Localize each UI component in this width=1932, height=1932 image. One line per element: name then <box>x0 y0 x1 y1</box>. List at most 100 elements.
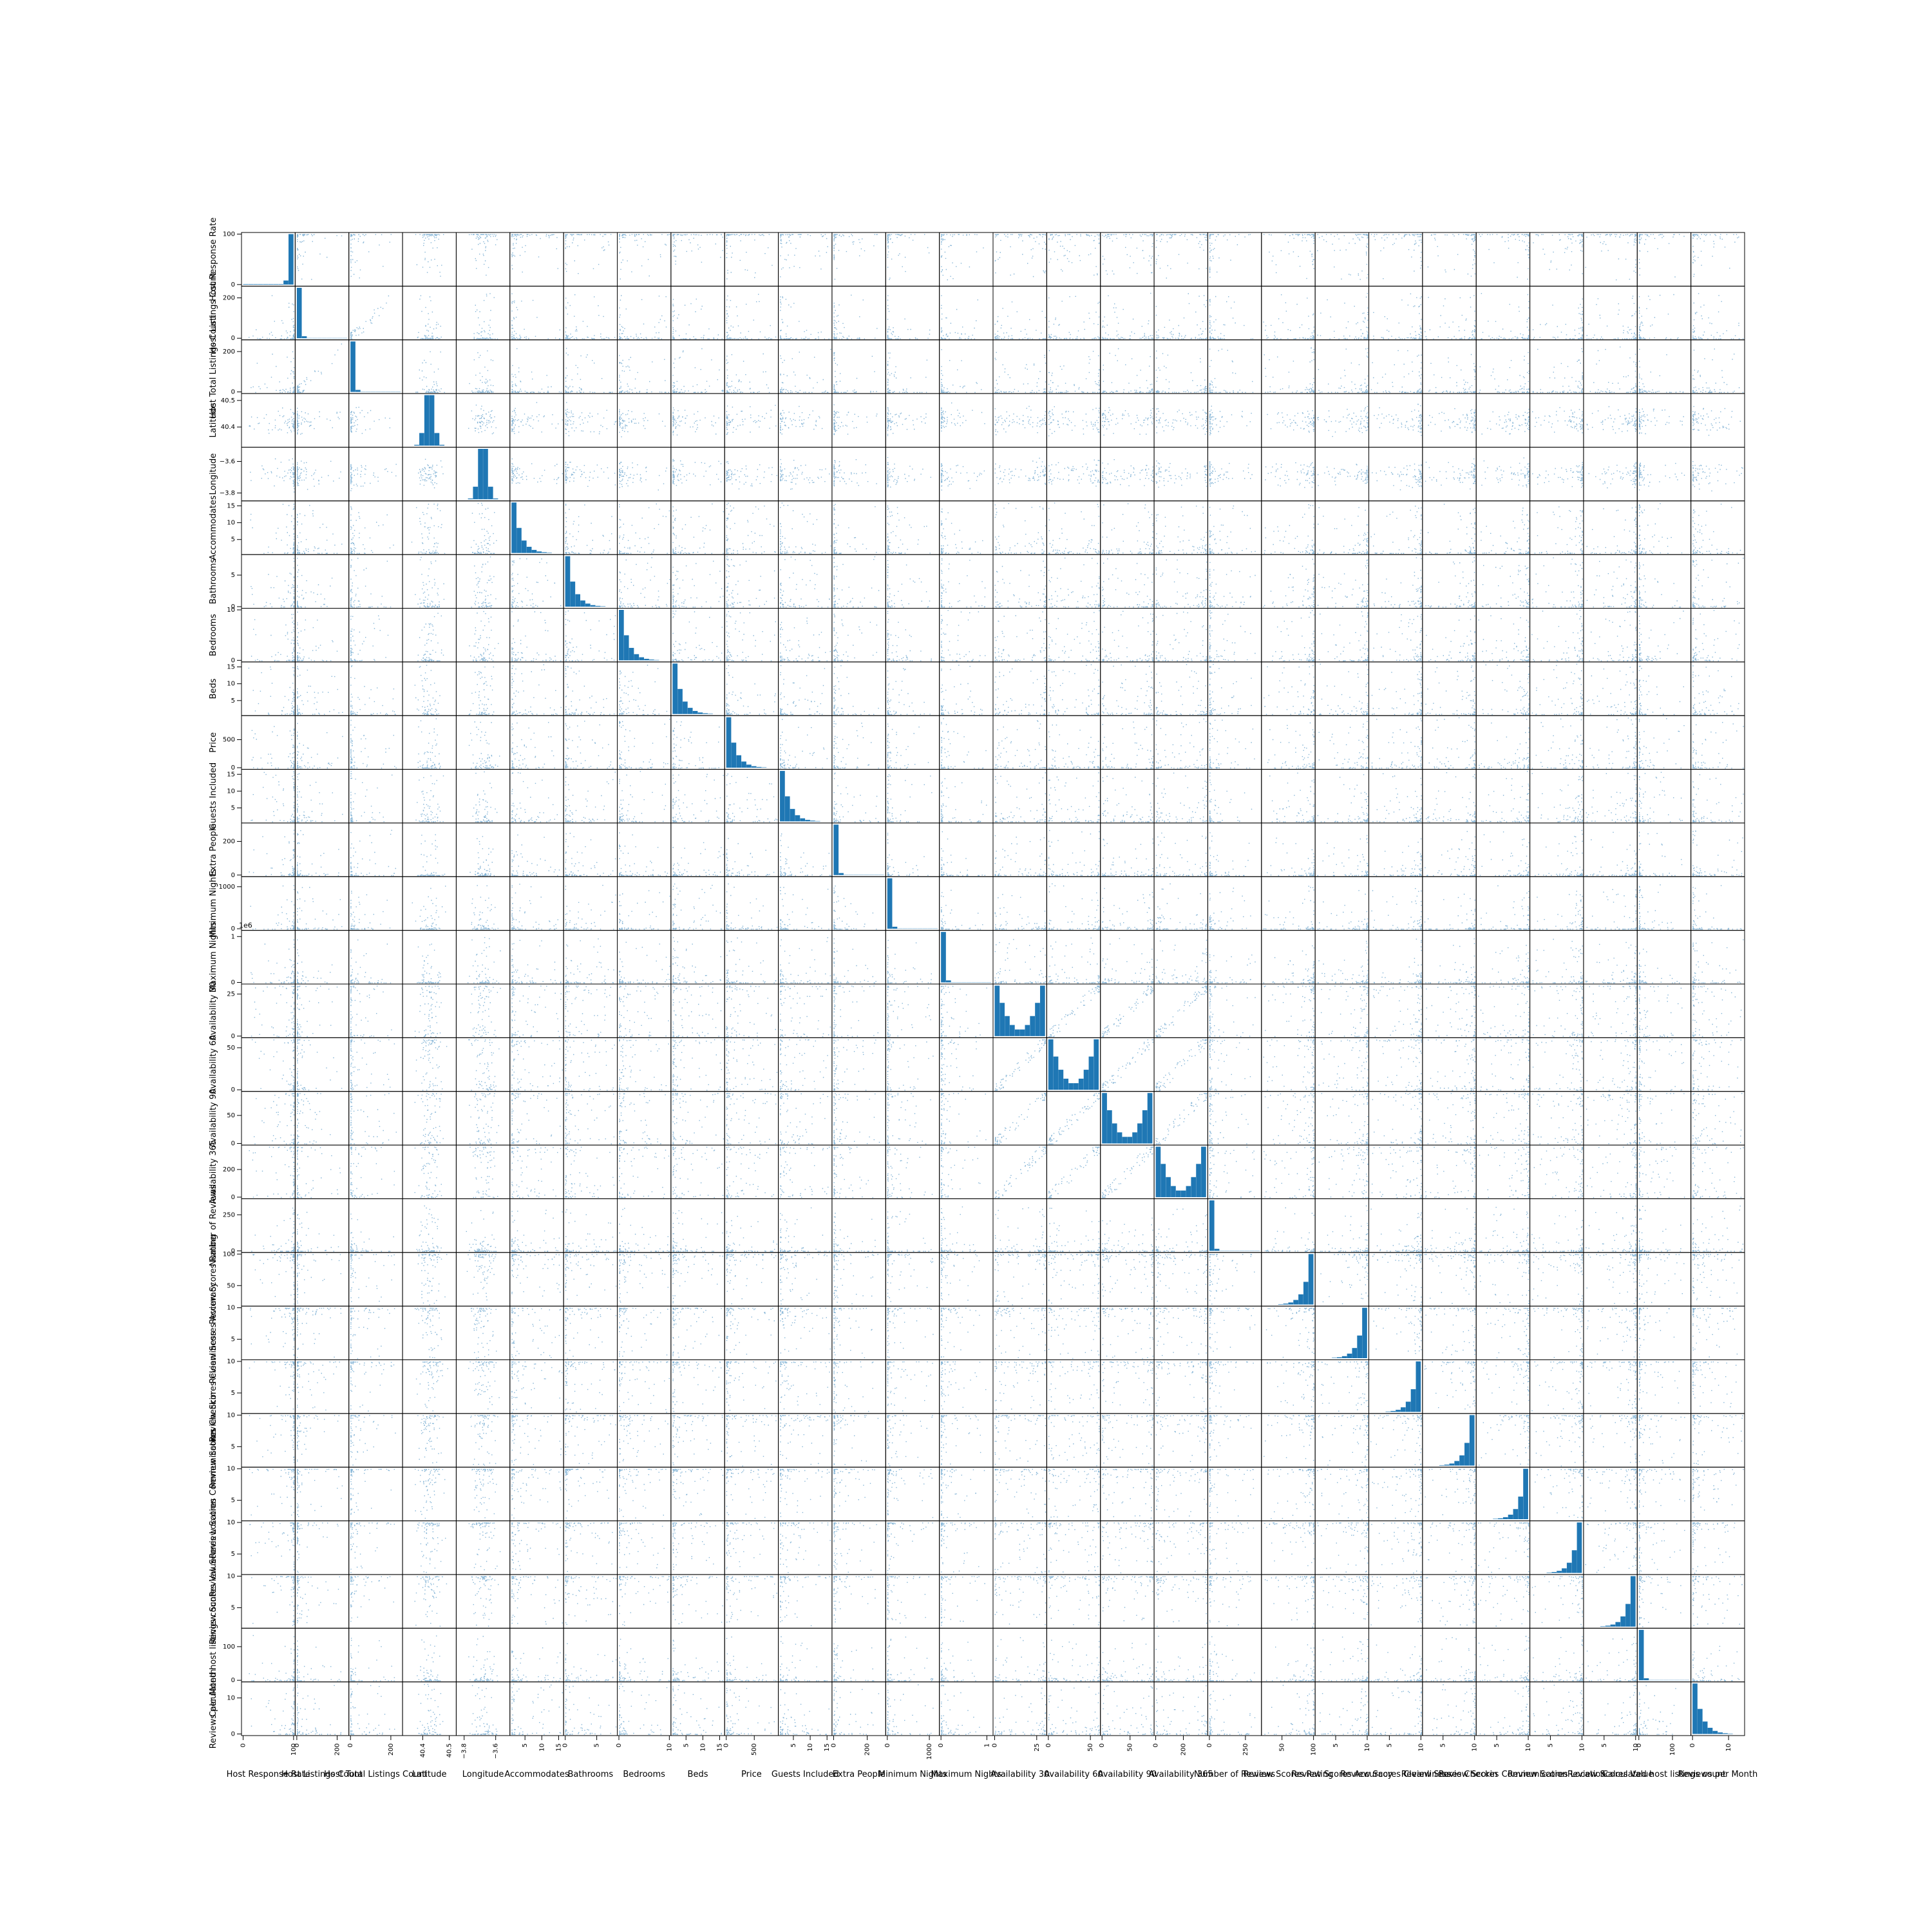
x-axis-label: Review Scores Rating <box>1244 1770 1334 1779</box>
panel-0-22 <box>1422 232 1477 287</box>
scatter-points <box>833 504 877 554</box>
panel-frame <box>1690 1091 1745 1146</box>
scatter-points <box>780 937 831 983</box>
scatter-points <box>1048 829 1100 876</box>
panel-frame <box>1690 1681 1745 1736</box>
panel-frame <box>939 1091 994 1146</box>
panel-frame <box>617 930 672 985</box>
scatter-points <box>1638 1206 1681 1252</box>
panel-frame <box>1475 1198 1531 1253</box>
hist-bar <box>253 284 258 285</box>
panel-frame <box>1368 1466 1423 1522</box>
offset-label: 1e6 <box>239 922 252 930</box>
panel-4-10 <box>778 446 833 502</box>
panel-frame <box>348 1520 403 1575</box>
panel-frame <box>778 339 833 394</box>
panel-frame <box>1207 1305 1262 1360</box>
y-tick-label: 5 <box>231 805 235 812</box>
panel-7-21 <box>1368 608 1423 663</box>
y-tick-label: 5 <box>231 1604 235 1611</box>
panel-frame <box>1475 1144 1531 1199</box>
panel-5-8 <box>670 500 725 555</box>
panel-3-6 <box>563 393 618 448</box>
panel-frame <box>1261 1037 1316 1092</box>
scatter-points <box>672 560 724 608</box>
scatter-points <box>833 1307 873 1359</box>
panel-frame <box>294 1091 350 1146</box>
panel-22-8 <box>670 1413 725 1468</box>
scatter-points <box>350 1146 395 1198</box>
hist-bar <box>511 502 516 553</box>
hist-bar <box>1078 1078 1084 1090</box>
panel-frame <box>724 1037 779 1092</box>
hist-bar <box>263 284 269 285</box>
panel-frame <box>455 1198 511 1253</box>
panel-4-25 <box>1583 446 1638 502</box>
panel-14-24 <box>1530 983 1584 1038</box>
scatter-points <box>1318 1361 1368 1412</box>
panel-1-20 <box>1314 285 1369 341</box>
hist-bar <box>736 755 742 768</box>
scatter-points <box>1425 1254 1476 1304</box>
panel-frame <box>1583 661 1638 716</box>
panel-frame <box>1368 1681 1423 1736</box>
panel-1-7 <box>617 285 672 341</box>
panel-frame <box>724 285 779 341</box>
hist-bar <box>1214 1249 1220 1251</box>
scatter-points <box>1432 1684 1476 1735</box>
panel-1-24 <box>1530 285 1584 341</box>
scatter-points <box>1102 1254 1153 1300</box>
panel-frame <box>939 1574 994 1629</box>
panel-frame <box>348 822 403 877</box>
hist-bar <box>419 433 424 446</box>
panel-frame <box>509 1252 564 1307</box>
panel-3-4 <box>455 393 511 448</box>
hist-bar <box>1702 1721 1708 1734</box>
scatter-points <box>1587 1361 1637 1409</box>
panel-14-16 <box>1100 983 1155 1038</box>
panel-2-27 <box>1690 339 1745 394</box>
scatter-points <box>887 1307 934 1358</box>
scatter-points <box>619 1361 670 1413</box>
panel-frame <box>1530 285 1584 341</box>
y-axis-label: Bedrooms <box>209 614 218 656</box>
hist-bar <box>414 444 419 446</box>
panel-19-22 <box>1422 1252 1477 1307</box>
panel-frame <box>1583 1359 1638 1414</box>
panel-19-21 <box>1368 1252 1423 1307</box>
scatter-points <box>1373 938 1422 983</box>
scatter-points <box>350 1415 396 1466</box>
scatter-points <box>1317 234 1368 280</box>
panel-frame <box>939 339 994 394</box>
hist-bar <box>258 284 263 285</box>
panel-frame <box>617 1305 672 1360</box>
panel-frame <box>992 1681 1047 1736</box>
panel-0-25 <box>1583 232 1638 287</box>
panel-0-27 <box>1690 232 1745 287</box>
scatter-points <box>780 887 829 930</box>
scatter-points <box>1479 234 1530 280</box>
panel-frame <box>348 285 403 341</box>
scatter-points <box>251 558 295 608</box>
scatter-points <box>1102 887 1153 930</box>
hist-bar <box>1557 1571 1562 1573</box>
panel-frame <box>831 1466 886 1522</box>
scatter-points <box>994 1415 1046 1465</box>
panel-frame <box>1261 1520 1316 1575</box>
scatter-points <box>1263 1039 1314 1091</box>
panel-frame <box>455 715 511 770</box>
panel-17-1 <box>294 1144 350 1199</box>
x-axis-label: Guests Included <box>772 1770 839 1779</box>
scatter-points <box>994 1146 1046 1198</box>
panel-17-14 <box>992 1144 1047 1199</box>
scatter-points <box>1376 1039 1422 1091</box>
scatter-points <box>1692 558 1744 608</box>
panel-2-13 <box>939 339 994 394</box>
scatter-points <box>249 1361 295 1410</box>
panel-frame <box>939 1305 994 1360</box>
panel-13-8 <box>670 930 725 985</box>
panel-frame <box>992 1144 1047 1199</box>
scatter-points <box>414 1093 444 1144</box>
scatter-points <box>672 1685 722 1735</box>
panel-frame <box>992 715 1047 770</box>
